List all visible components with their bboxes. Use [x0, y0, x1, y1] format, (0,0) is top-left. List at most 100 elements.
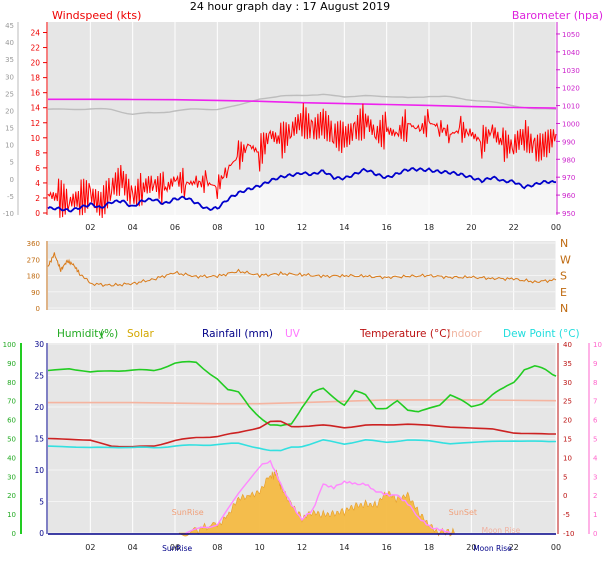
x-tick-label: 08 — [212, 543, 222, 552]
x-tick-label: 14 — [339, 223, 349, 232]
solar-legend: Solar — [127, 328, 154, 340]
uv-tick-label: 9 — [593, 360, 597, 368]
windspeed-legend: Windspeed (kts) — [52, 9, 141, 22]
aux-tick-label: -10 — [3, 210, 14, 218]
x-tick-label: 12 — [297, 543, 307, 552]
baro-tick-label: 1050 — [562, 31, 580, 39]
uv-tick-label: 6 — [593, 417, 598, 425]
humidity-tick-label: 20 — [7, 492, 16, 500]
x-tick-label: 16 — [382, 223, 392, 232]
humidity-unit-legend: (%) — [100, 328, 118, 340]
direction-tick-label: 180 — [27, 273, 40, 281]
x-tick-label: 00 — [551, 543, 561, 552]
rain-tick-label: 0 — [39, 529, 44, 538]
windspeed-line — [47, 102, 557, 219]
sunrise-axis-label: SunRise — [162, 544, 192, 553]
wind-tick-label: 10 — [30, 134, 40, 143]
x-tick-label: 12 — [297, 223, 307, 232]
aux-tick-label: 10 — [5, 142, 14, 150]
humidity-tick-label: 80 — [7, 379, 16, 387]
compass-label: N — [560, 237, 568, 250]
sunset-label: SunSet — [449, 508, 477, 517]
marks-layer — [47, 93, 557, 537]
baro-tick-label: 990 — [562, 138, 575, 146]
humidity-tick-label: 60 — [7, 417, 16, 425]
uv-tick-label: 10 — [593, 341, 602, 349]
humidity-tick-label: 70 — [7, 398, 16, 406]
barometer-line — [48, 98, 557, 109]
baro-tick-label: 1040 — [562, 49, 580, 57]
temperature-tick-label: 0 — [563, 492, 567, 500]
direction-tick-label: 360 — [27, 240, 40, 248]
uv-tick-label: 5 — [593, 436, 597, 444]
humidity-tick-label: 50 — [7, 436, 16, 444]
uv-tick-label: 8 — [593, 379, 597, 387]
aux-tick-label: 5 — [10, 159, 14, 167]
humidity-tick-label: 30 — [7, 473, 16, 481]
uv-tick-label: 4 — [593, 454, 598, 462]
temperature-tick-label: 5 — [563, 473, 567, 481]
compass-label: W — [560, 253, 571, 266]
dewpoint-legend: Dew Point (°C) — [503, 328, 580, 340]
wind-tick-label: 6 — [35, 164, 40, 173]
wind-tick-label: 8 — [35, 149, 40, 158]
aux-tick-label: 25 — [5, 90, 14, 98]
temperature-tick-label: 30 — [563, 379, 572, 387]
wind-tick-label: 4 — [35, 179, 40, 188]
temperature-tick-label: 10 — [563, 454, 572, 462]
direction-tick-label: 90 — [31, 289, 40, 297]
wind-tick-label: 14 — [30, 104, 40, 113]
wind-tick-label: 12 — [30, 119, 40, 128]
rainfall-legend: Rainfall (mm) — [202, 328, 273, 340]
aux-tick-label: 35 — [5, 56, 14, 64]
x-tick-label: 16 — [382, 543, 392, 552]
uv-tick-label: 3 — [593, 473, 597, 481]
uv-tick-label: 7 — [593, 398, 597, 406]
dewpoint-line — [47, 438, 557, 452]
x-tick-label: 00 — [551, 223, 561, 232]
baro-tick-label: 960 — [562, 192, 575, 200]
wind-tick-label: 2 — [35, 194, 40, 203]
aux-tick-label: 30 — [5, 73, 14, 81]
uv-tick-label: 2 — [593, 492, 597, 500]
rain-tick-label: 10 — [34, 466, 44, 475]
rain-tick-label: 5 — [39, 498, 44, 507]
x-tick-label: 10 — [255, 543, 265, 552]
uv-legend: UV — [285, 328, 301, 340]
uv-line — [185, 459, 451, 534]
barometer-legend: Barometer (hpa) — [512, 9, 603, 22]
wind-tick-label: 0 — [35, 209, 40, 218]
aux-tick-label: 40 — [5, 39, 14, 47]
temperature-line — [47, 420, 556, 448]
baro-tick-label: 1020 — [562, 85, 580, 93]
temperature-tick-label: -5 — [563, 511, 570, 519]
baro-tick-label: 970 — [562, 174, 575, 182]
indoor-line — [48, 399, 557, 405]
uv-tick-label: 0 — [593, 530, 597, 538]
baro-tick-label: 980 — [562, 156, 575, 164]
indoor-legend: Indoor — [448, 328, 482, 340]
baro-tick-label: 1030 — [562, 67, 580, 75]
x-tick-label: 20 — [466, 223, 476, 232]
humidity-tick-label: 100 — [3, 341, 16, 349]
moonrise-axis-label: Moon Rise — [473, 544, 512, 553]
baro-tick-label: 1000 — [562, 120, 580, 128]
humidity-tick-label: 10 — [7, 511, 16, 519]
x-tick-label: 04 — [128, 543, 138, 552]
rain-tick-label: 15 — [34, 435, 44, 444]
x-tick-label: 02 — [85, 223, 95, 232]
wind-tick-label: 16 — [30, 89, 40, 98]
sunrise-label: SunRise — [172, 508, 204, 517]
aux-tick-label: -5 — [7, 193, 14, 201]
x-tick-label: 14 — [339, 543, 349, 552]
direction-tick-label: 270 — [27, 256, 40, 264]
humidity-line — [47, 360, 557, 427]
x-tick-label: 22 — [509, 223, 519, 232]
compass-label: E — [560, 286, 567, 299]
direction-line — [47, 252, 557, 287]
rain-tick-label: 25 — [34, 372, 44, 381]
baro-tick-label: 950 — [562, 210, 575, 218]
wind-tick-label: 18 — [30, 74, 40, 83]
x-tick-label: 20 — [466, 543, 476, 552]
